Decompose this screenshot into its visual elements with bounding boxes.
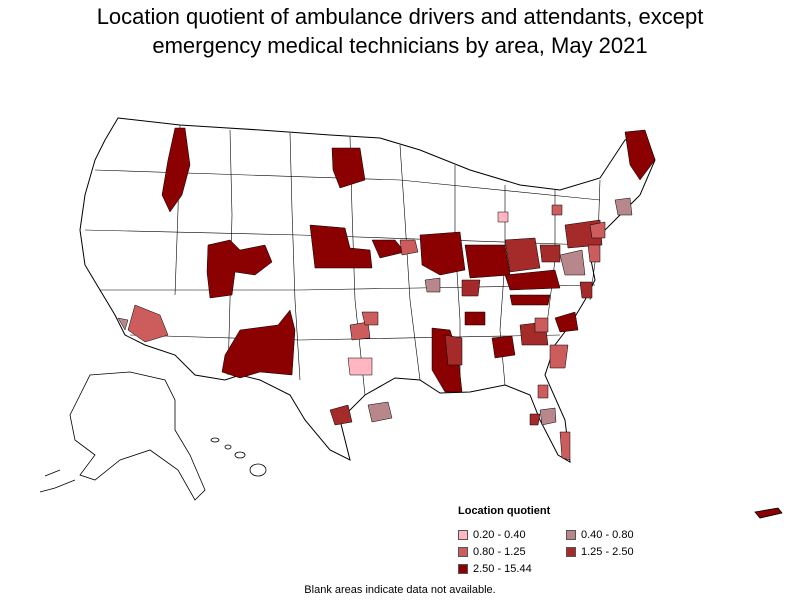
area-kentucky bbox=[504, 269, 561, 291]
legend-swatch-4 bbox=[566, 546, 576, 557]
area-tennessee bbox=[509, 294, 551, 306]
alaska-aleutians bbox=[39, 469, 76, 493]
hawaii-islands bbox=[210, 437, 267, 477]
area-florida-panhandle bbox=[529, 413, 541, 426]
area-maryland bbox=[579, 281, 593, 299]
legend-item-3: 0.80 - 1.25 bbox=[458, 544, 566, 559]
area-arizona bbox=[127, 304, 169, 343]
area-new-york-upstate bbox=[551, 204, 563, 216]
area-florida-south bbox=[559, 431, 571, 461]
area-north-dakota bbox=[331, 147, 366, 189]
map-title: Location quotient of ambulance drivers a… bbox=[0, 2, 800, 60]
legend-swatch-3 bbox=[458, 546, 468, 557]
area-mississippi-2 bbox=[444, 334, 463, 366]
area-mississippi bbox=[431, 327, 463, 393]
area-ny-nyc bbox=[589, 221, 606, 239]
area-illinois bbox=[419, 231, 466, 276]
area-connecticut bbox=[614, 197, 633, 216]
area-iowa-2 bbox=[399, 239, 419, 256]
area-kentucky-2 bbox=[461, 279, 481, 297]
puerto-rico bbox=[754, 507, 783, 519]
area-new-jersey bbox=[587, 244, 601, 263]
legend-label-5: 2.50 - 15.44 bbox=[473, 562, 532, 575]
legend-item-1: 0.20 - 0.40 bbox=[458, 527, 566, 542]
area-maine bbox=[624, 129, 656, 181]
title-line-2: emergency medical technicians by area, M… bbox=[152, 33, 648, 58]
area-kansas-2 bbox=[361, 311, 379, 326]
area-tennessee-2 bbox=[464, 311, 486, 326]
legend-swatch-2 bbox=[566, 529, 576, 540]
area-alabama bbox=[491, 335, 516, 359]
area-idaho-panhandle bbox=[161, 127, 191, 213]
legend-items: 0.20 - 0.40 0.40 - 0.80 0.80 - 1.25 1.25… bbox=[458, 527, 718, 576]
area-south-carolina bbox=[549, 344, 569, 369]
area-texas-dfw bbox=[347, 357, 373, 376]
legend-label-1: 0.20 - 0.40 bbox=[473, 528, 526, 541]
legend-swatch-5 bbox=[458, 563, 468, 574]
contiguous-us-outline bbox=[79, 117, 656, 463]
area-colorado bbox=[309, 224, 373, 269]
area-texas-austin bbox=[329, 404, 353, 426]
legend-label-3: 0.80 - 1.25 bbox=[473, 545, 526, 558]
area-florida-jax bbox=[537, 384, 549, 399]
area-georgia-2 bbox=[534, 317, 549, 333]
shaded-areas bbox=[117, 127, 656, 461]
legend-swatch-1 bbox=[458, 529, 468, 540]
legend: Location quotient 0.20 - 0.40 0.40 - 0.8… bbox=[458, 505, 718, 576]
legend-item-4: 1.25 - 2.50 bbox=[566, 544, 686, 559]
area-socal bbox=[117, 317, 129, 331]
legend-label-2: 0.40 - 0.80 bbox=[581, 528, 634, 541]
area-missouri bbox=[424, 277, 441, 293]
area-kansas bbox=[349, 321, 371, 341]
title-line-1: Location quotient of ambulance drivers a… bbox=[96, 4, 704, 29]
area-north-carolina bbox=[554, 311, 579, 333]
area-texas-houston bbox=[367, 401, 393, 423]
legend-title: Location quotient bbox=[458, 505, 551, 517]
area-west-virginia bbox=[539, 244, 561, 263]
alaska-outline bbox=[69, 371, 206, 501]
us-area-map bbox=[39, 117, 783, 519]
legend-item-2: 0.40 - 0.80 bbox=[566, 527, 686, 542]
area-ohio bbox=[504, 237, 541, 273]
area-new-mexico bbox=[221, 309, 296, 379]
area-michigan bbox=[497, 211, 509, 223]
area-indiana bbox=[464, 244, 511, 279]
area-utah-wyoming bbox=[206, 239, 273, 299]
legend-label-4: 1.25 - 2.50 bbox=[581, 545, 634, 558]
footnote: Blank areas indicate data not available. bbox=[304, 584, 496, 596]
area-virginia bbox=[559, 249, 586, 276]
legend-item-5: 2.50 - 15.44 bbox=[458, 561, 566, 576]
area-florida-tampa bbox=[539, 407, 557, 426]
